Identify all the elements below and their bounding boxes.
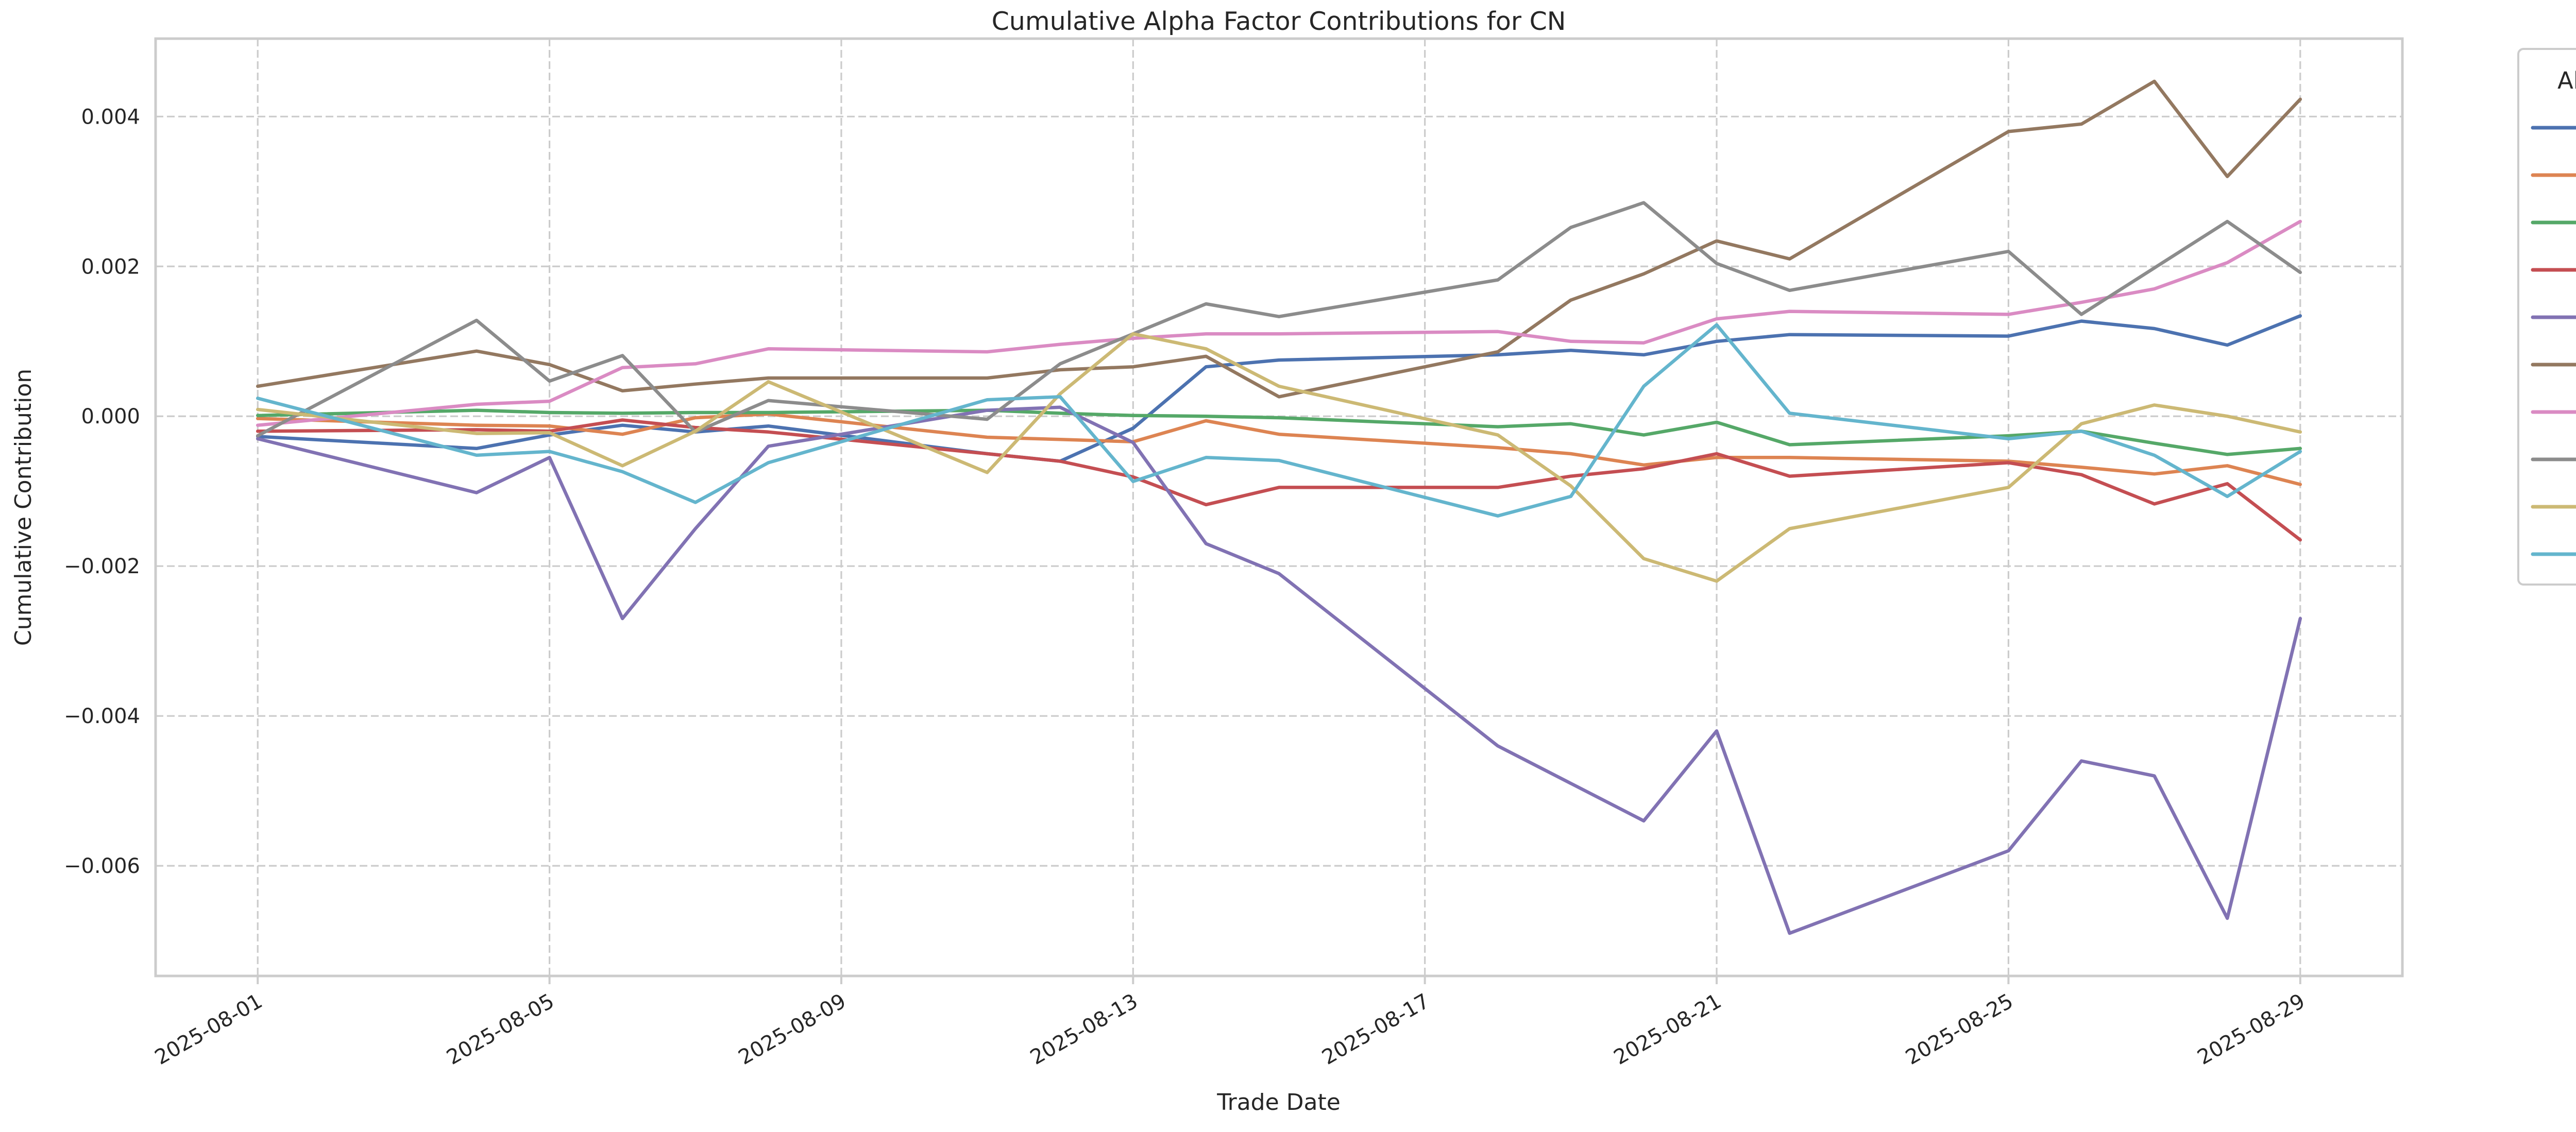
y-tick-label: 0.000 [81,405,140,428]
legend: Alpha Factor fmom linkage momentum neglect q… [2517,48,2576,586]
x-tick-label: 2025-08-09 [735,989,850,1070]
series-line-reversal [256,79,2302,399]
legend-item-reversal: reversal [2531,363,2576,367]
series-line-value_liq [256,323,2302,518]
x-tick-label: 2025-08-21 [1610,989,1725,1070]
legend-item-quality: quality [2531,315,2576,319]
y-tick-label: −0.002 [64,555,140,578]
x-axis-label: Trade Date [1216,1089,1341,1116]
legend-item-neglect: neglect [2531,268,2576,272]
y-axis-label: Cumulative Contribution [10,369,37,646]
plot-border [154,37,2404,977]
legend-item-revision: revision [2531,410,2576,414]
x-tick-label: 2025-08-05 [443,989,558,1070]
series-line-neglect [256,418,2302,542]
x-tick-label: 2025-08-13 [1026,989,1142,1070]
y-tick-label: −0.006 [64,854,140,878]
y-axis-tick-labels: 0.004 0.002 0.000 −0.002 −0.004 −0.006 [64,105,140,878]
chart-title: Cumulative Alpha Factor Contributions fo… [992,7,1566,36]
series-line-value_gc [256,332,2302,583]
y-tick-label: −0.004 [64,705,140,728]
legend-item-momentum: momentum [2531,220,2576,225]
legend-item-value_gc: value_gc [2531,505,2576,509]
legend-item-linkage: linkage [2531,173,2576,177]
x-tick-label: 2025-08-01 [151,989,266,1070]
x-tick-marks [257,976,2301,984]
legend-title: Alpha Factor [2557,67,2576,94]
legend-item-value_liq: value_liq [2531,552,2576,556]
y-tick-label: 0.002 [81,255,140,279]
grid [156,39,2402,976]
x-axis-tick-labels: 2025-08-01 2025-08-05 2025-08-09 2025-08-13… [151,989,2309,1070]
series-line-revision [256,219,2302,427]
legend-item-fmom: fmom [2531,126,2576,130]
legend-items: fmom linkage momentum neglect quality reversa… [2531,126,2576,556]
x-tick-label: 2025-08-25 [1902,989,2017,1070]
series-line-linkage [256,412,2302,486]
legend-item-stability: stability [2531,457,2576,461]
x-tick-label: 2025-08-29 [2193,989,2309,1070]
series-lines [256,79,2302,935]
x-tick-label: 2025-08-17 [1318,989,1433,1070]
series-line-quality [256,405,2302,935]
series-line-stability [256,201,2302,438]
y-tick-label: 0.004 [81,105,140,129]
